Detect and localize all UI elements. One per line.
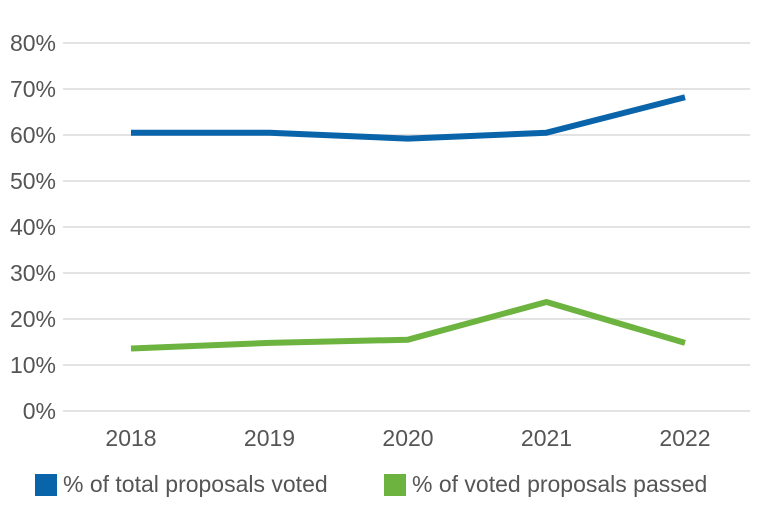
series-lines — [130, 94, 686, 352]
x-tick-label: 2021 — [521, 425, 572, 451]
y-tick-label: 20% — [10, 306, 56, 332]
legend-swatch — [384, 474, 406, 496]
legend-label: % of total proposals voted — [63, 471, 328, 497]
legend-swatch — [35, 474, 57, 496]
series-line-1 — [131, 94, 686, 142]
y-axis-ticks: 0% 10% 20% 30% 40% 50% 60% 70% 80% — [10, 30, 56, 424]
legend: % of total proposals voted % of voted pro… — [35, 471, 707, 497]
series-line-2 — [130, 298, 686, 352]
y-tick-label: 30% — [10, 260, 56, 286]
y-tick-label: 60% — [10, 122, 56, 148]
x-tick-label: 2019 — [244, 425, 295, 451]
x-tick-label: 2018 — [105, 425, 156, 451]
y-tick-label: 70% — [10, 76, 56, 102]
x-tick-label: 2020 — [382, 425, 433, 451]
gridlines — [63, 42, 750, 412]
x-tick-label: 2022 — [659, 425, 710, 451]
y-tick-label: 0% — [23, 398, 56, 424]
y-tick-label: 40% — [10, 214, 56, 240]
y-tick-label: 80% — [10, 30, 56, 56]
legend-label: % of voted proposals passed — [412, 471, 707, 497]
x-axis-ticks: 2018 2019 2020 2021 2022 — [105, 425, 710, 451]
y-tick-label: 10% — [10, 352, 56, 378]
y-tick-label: 50% — [10, 168, 56, 194]
